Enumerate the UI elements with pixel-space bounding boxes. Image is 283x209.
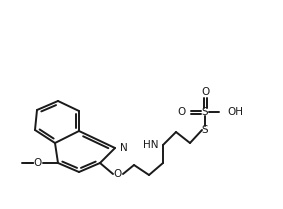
Text: N: N <box>120 143 128 153</box>
Text: O: O <box>178 107 186 117</box>
Text: O: O <box>201 87 209 97</box>
Text: S: S <box>202 107 208 117</box>
Text: O: O <box>114 169 122 179</box>
Text: O: O <box>34 158 42 168</box>
Text: OH: OH <box>227 107 243 117</box>
Text: HN: HN <box>143 140 158 150</box>
Text: S: S <box>202 125 208 135</box>
